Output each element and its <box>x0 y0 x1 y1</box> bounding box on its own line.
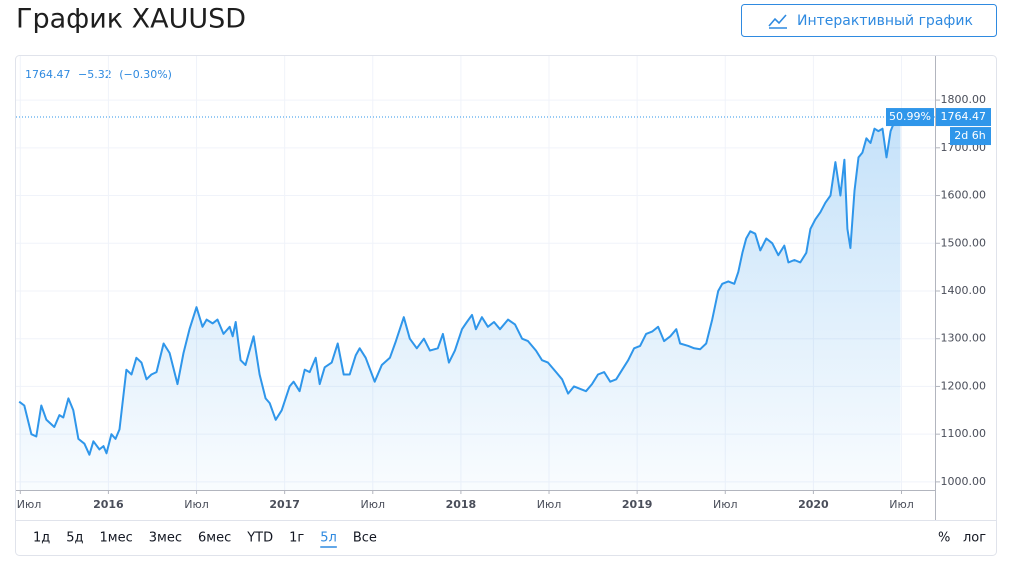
x-tick-label: 2020 <box>798 498 829 511</box>
page-title: График XAUUSD <box>16 4 246 35</box>
pct-label: 50.99% <box>889 110 931 123</box>
price-label: 1764.47 <box>941 110 987 123</box>
range-button[interactable]: Все <box>353 531 377 546</box>
button-frame[interactable] <box>741 4 997 37</box>
legend: 1764.47 −5.32 (−0.30%) <box>25 68 172 81</box>
range-button[interactable]: 6мес <box>198 531 231 546</box>
range-button[interactable]: 3мес <box>149 531 182 546</box>
range-button[interactable]: YTD <box>246 531 273 546</box>
x-tick-label: Июл <box>713 498 738 511</box>
range-button[interactable]: 5л <box>320 531 337 546</box>
legend-change-pct: (−0.30%) <box>119 68 172 81</box>
legend-change: −5.32 <box>78 68 112 81</box>
x-tick-label: 2018 <box>446 498 477 511</box>
y-tick-label: 1800.00 <box>941 93 987 106</box>
y-tick-label: 1400.00 <box>941 284 987 297</box>
price-line <box>18 116 901 456</box>
x-tick-label: Июл <box>17 498 42 511</box>
pct-label-box <box>886 108 934 127</box>
y-tick-label: 1000.00 <box>941 475 987 488</box>
interactive-button[interactable]: Интерактивный график <box>741 4 997 37</box>
x-tick-label: 2019 <box>622 498 653 511</box>
x-tick-label: 2017 <box>269 498 300 511</box>
countdown-label: 2d 6h <box>954 129 985 142</box>
legend-price: 1764.47 <box>25 68 71 81</box>
x-tick-label: Июл <box>537 498 562 511</box>
option-button[interactable]: лог <box>963 531 986 546</box>
y-tick-label: 1300.00 <box>941 332 987 345</box>
x-tick-label: 2016 <box>93 498 124 511</box>
range-button[interactable]: 1мес <box>100 531 133 546</box>
x-tick-label: Июл <box>361 498 386 511</box>
range-button[interactable]: 1г <box>289 531 304 546</box>
y-tick-label: 1600.00 <box>941 189 987 202</box>
y-tick-label: 1100.00 <box>941 427 987 440</box>
area <box>19 117 901 490</box>
option-button[interactable]: % <box>938 531 950 546</box>
y-tick-label: 1500.00 <box>941 236 987 249</box>
y-tick-label: 1200.00 <box>941 379 987 392</box>
countdown-box <box>950 127 991 146</box>
x-tick-label: Июл <box>889 498 914 511</box>
price-label-box <box>936 108 991 127</box>
button-label[interactable]: Интерактивный график <box>797 13 973 29</box>
x-tick-label: Июл <box>184 498 209 511</box>
range-button[interactable]: 1д <box>33 531 50 546</box>
button-icon <box>768 14 787 29</box>
range-button[interactable]: 5д <box>66 531 83 546</box>
